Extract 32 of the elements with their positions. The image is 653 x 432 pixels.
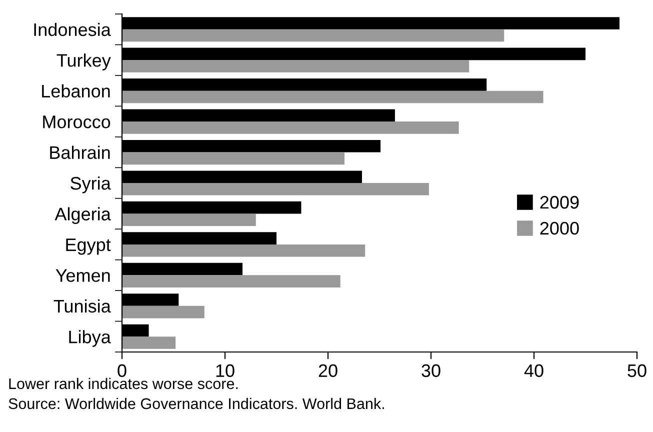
text: Lower rank indicates worse score. — [9, 378, 238, 390]
bar — [122, 90, 544, 104]
x-tick-label: 0 — [118, 364, 126, 378]
bar — [122, 60, 470, 72]
bar — [122, 336, 176, 349]
bar — [122, 306, 204, 318]
y-tick-label: Morocco — [43, 116, 110, 128]
bar — [122, 244, 366, 257]
y-tick-label: Libya — [69, 330, 111, 347]
bar — [122, 275, 340, 288]
legend-label: 2009 — [540, 196, 579, 209]
y-tick-label: Turkey — [56, 54, 111, 70]
x-tick-label: 10 — [216, 364, 234, 378]
bar — [122, 29, 504, 42]
x-tick-label: 50 — [628, 364, 646, 378]
bar — [122, 183, 429, 196]
bar — [122, 122, 459, 134]
x-tick-label: 20 — [318, 364, 338, 378]
y-tick-label: Bahrain — [50, 146, 110, 159]
y-tick-label: Lebanon — [42, 84, 110, 98]
x-tick-label: 40 — [524, 364, 544, 378]
bar — [122, 214, 256, 226]
y-tick-label: Indonesia — [34, 22, 111, 36]
legend-label: 2000 — [540, 222, 579, 235]
y-tick-label: Algeria — [54, 207, 111, 224]
x-tick-label: 30 — [422, 364, 440, 378]
y-tick-label: Syria — [70, 176, 111, 194]
bar — [122, 152, 344, 165]
y-tick-label: Tunisia — [54, 299, 111, 313]
y-tick-label: Egypt — [66, 238, 111, 255]
source-note: Source: Worldwide Governance Indicators. World Bank. — [8, 398, 384, 410]
y-tick-label: Yemen — [56, 269, 110, 282]
